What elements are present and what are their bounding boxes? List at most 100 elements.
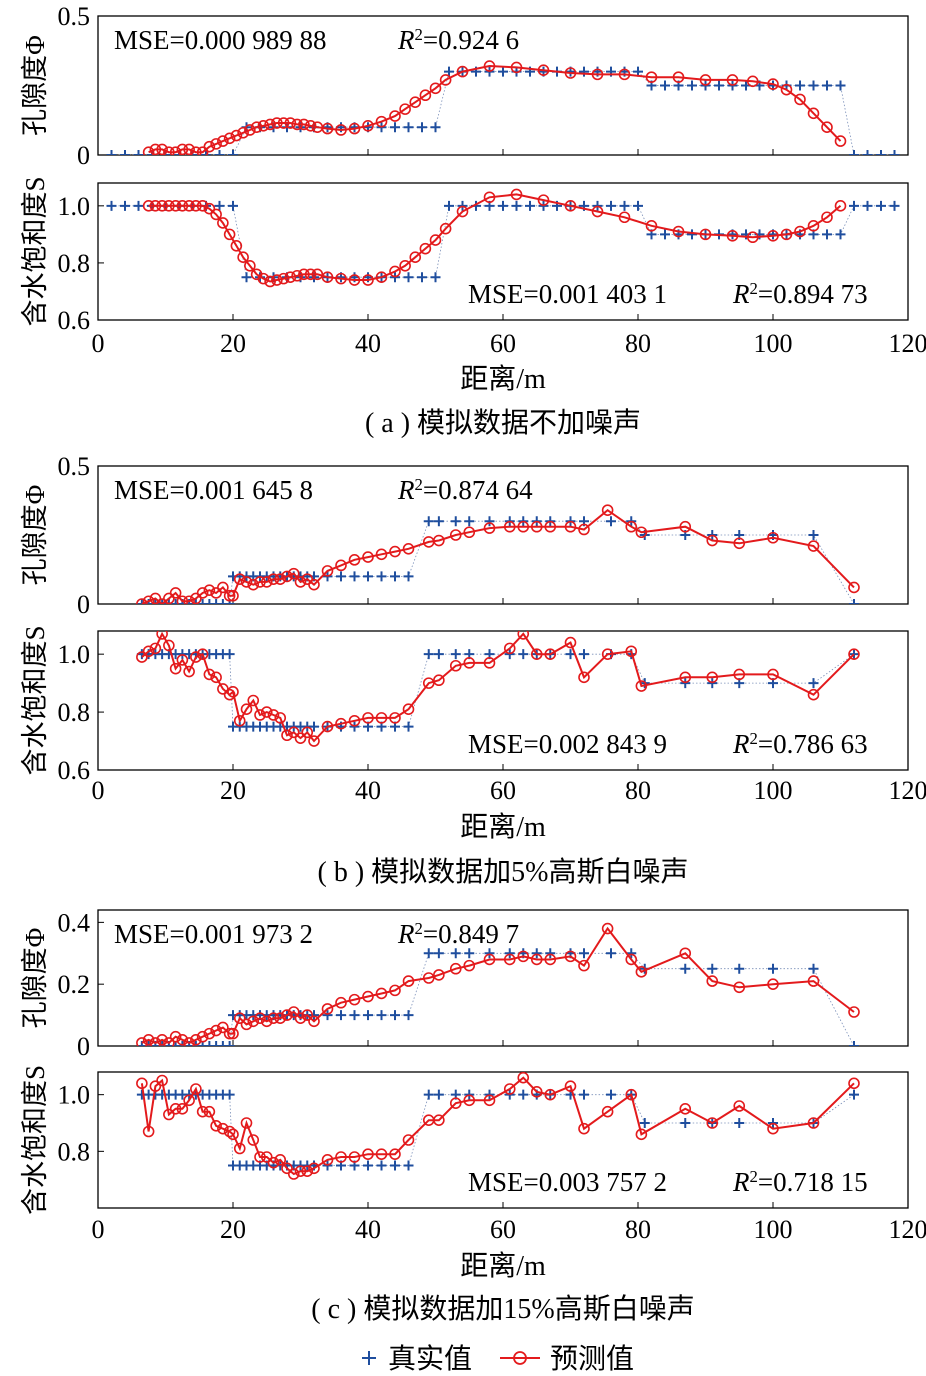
plot-area — [136, 631, 860, 747]
true-value-point — [504, 948, 515, 959]
predicted-value-point — [591, 68, 604, 81]
predicted-value-point — [247, 1134, 260, 1146]
predicted-value-point — [142, 1034, 155, 1046]
y-tick-label: 0.8 — [58, 1137, 91, 1166]
true-value-point — [680, 1118, 691, 1128]
true-value-point — [336, 571, 346, 582]
predicted-value-point — [625, 520, 638, 533]
predicted-value-point — [190, 200, 202, 212]
true-value-line — [111, 205, 895, 278]
true-value-point — [204, 1041, 215, 1046]
predicted-value-point — [625, 645, 638, 658]
predicted-value-point — [281, 1009, 293, 1021]
predicted-value-point — [190, 1034, 202, 1046]
true-value-point — [531, 948, 542, 959]
predicted-value-point — [169, 1103, 182, 1115]
predicted-value-point — [362, 120, 374, 132]
true-value-point — [450, 516, 461, 527]
x-tick-label: 40 — [355, 1215, 381, 1244]
predicted-value-point — [348, 274, 361, 286]
predicted-value-point — [237, 126, 249, 139]
x-tick-label: 0 — [92, 776, 105, 805]
predicted-value-point — [169, 1030, 182, 1043]
true-value-point — [626, 948, 637, 959]
true-value-point — [170, 599, 181, 604]
predicted-value-point — [402, 703, 415, 715]
predicted-value-point — [301, 1009, 314, 1021]
true-value-point — [349, 571, 360, 582]
y-tick-label: 0.2 — [58, 970, 91, 999]
predicted-value-point — [196, 1105, 209, 1118]
predicted-value-point — [439, 222, 452, 235]
figure-caption: ( a ) 模拟数据不加噪声 — [365, 407, 641, 439]
predicted-value-point — [136, 651, 148, 663]
true-value-point — [376, 1160, 387, 1171]
predicted-value-point — [149, 1037, 162, 1046]
predicted-value-point — [348, 122, 361, 135]
r2-annotation: R2=0.874 64 — [397, 475, 533, 505]
predicted-value-point — [176, 200, 189, 212]
predicted-value-point — [294, 732, 307, 744]
true-value-point — [309, 721, 319, 732]
predicted-value-point — [402, 542, 415, 555]
predicted-value-point — [780, 228, 793, 241]
true-value-point — [214, 200, 225, 211]
predicted-value-point — [544, 648, 557, 660]
predicted-value-point — [433, 674, 445, 687]
predicted-value-point — [230, 239, 243, 252]
predicted-value-point — [625, 953, 638, 966]
true-value-point — [214, 150, 225, 155]
predicted-value-point — [169, 662, 182, 675]
predicted-value-point — [591, 205, 604, 218]
chart-figure-a: 0 0.5 孔隙度Φ MSE=0.000 989 88 R2=0.924 6 0.6 0.8… — [20, 2, 926, 439]
true-value-point — [150, 599, 161, 604]
predicted-value-point — [294, 576, 307, 588]
predicted-value-point — [645, 220, 658, 232]
predicted-value-point — [183, 665, 195, 678]
predicted-value-point — [618, 68, 631, 81]
predicted-value-line — [148, 64, 842, 154]
predicted-value-point — [706, 671, 719, 684]
true-value-point — [390, 1010, 400, 1021]
true-value-point — [163, 599, 174, 604]
true-value-point — [363, 1010, 373, 1021]
true-value-point — [133, 150, 144, 155]
predicted-value-point — [217, 581, 229, 594]
true-value-point — [120, 150, 130, 155]
x-tick-label: 0 — [92, 329, 105, 358]
true-value-point — [217, 1041, 228, 1046]
predicted-value-point — [517, 631, 530, 640]
predicted-value-point — [240, 576, 253, 588]
predicted-value-point — [247, 578, 260, 591]
predicted-value-point — [429, 234, 442, 246]
x-tick-label: 60 — [490, 776, 516, 805]
predicted-value-point — [257, 120, 270, 132]
predicted-value-point — [726, 230, 739, 242]
predicted-value-point — [564, 67, 577, 79]
y-tick-label: 0 — [77, 141, 90, 170]
y-tick-label: 0.8 — [58, 698, 91, 727]
y-axis-label: 孔隙度Φ — [20, 35, 50, 136]
predicted-value-point — [196, 146, 209, 155]
mse-annotation: MSE=0.003 757 2 — [468, 1167, 667, 1197]
x-tick-label: 120 — [889, 1215, 926, 1244]
predicted-value-point — [794, 225, 806, 238]
predicted-value-point — [217, 683, 229, 695]
predicted-value-point — [389, 984, 401, 997]
predicted-value-point — [240, 1117, 253, 1129]
predicted-value-point — [726, 74, 739, 86]
true-value-point — [197, 1041, 208, 1046]
r2-annotation: R2=0.786 63 — [732, 729, 868, 759]
legend-true-label: 真实值 — [388, 1343, 472, 1375]
predicted-value-point — [578, 523, 590, 536]
predicted-value-point — [483, 657, 496, 669]
true-value-point — [201, 150, 211, 155]
predicted-value-point — [210, 1024, 222, 1037]
predicted-value-point — [163, 1108, 175, 1121]
predicted-value-point — [311, 268, 324, 281]
x-axis-label: 距离/m — [460, 363, 546, 395]
predicted-value-point — [780, 83, 793, 96]
predicted-value-point — [530, 520, 543, 533]
true-value-point — [808, 530, 819, 540]
predicted-value-point — [308, 1162, 320, 1175]
